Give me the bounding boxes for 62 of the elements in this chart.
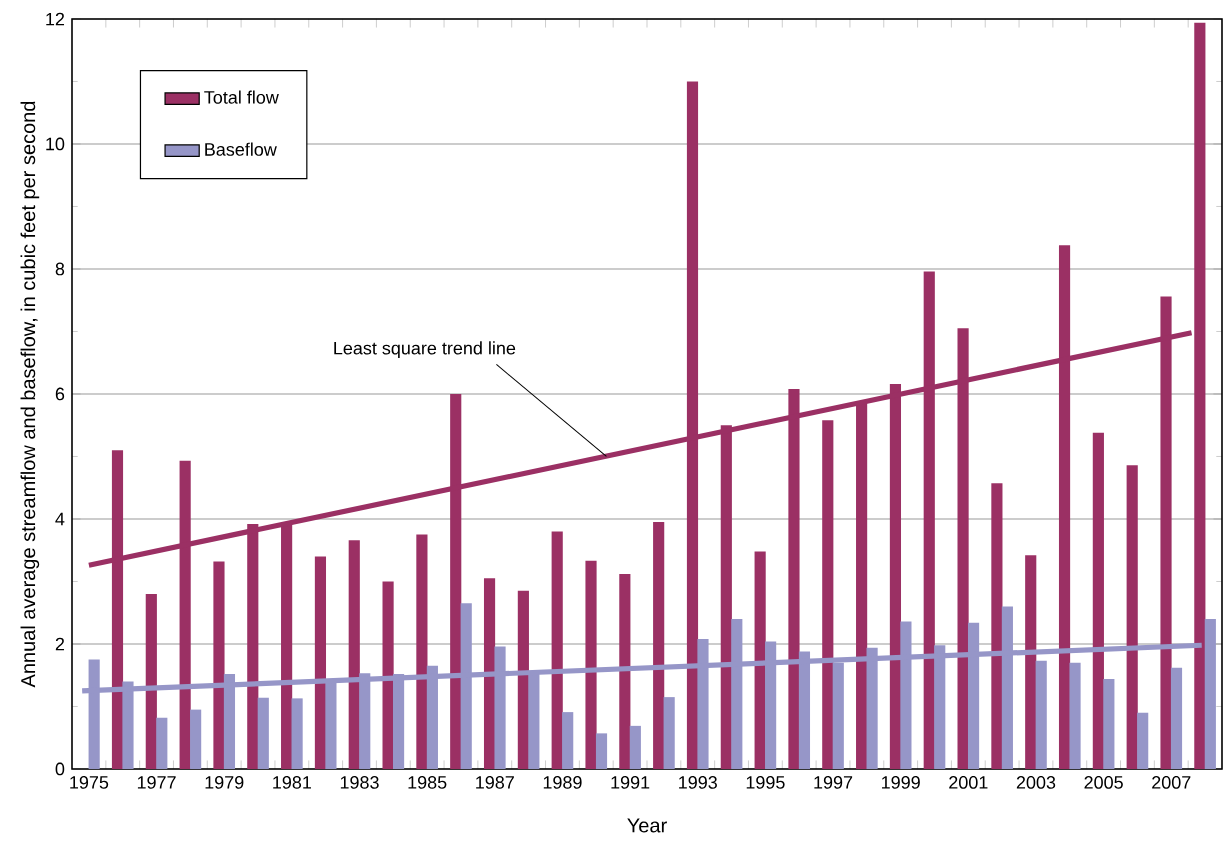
x-tick-label: 1995 bbox=[746, 776, 785, 789]
bar bbox=[1092, 432, 1104, 769]
x-tick-label: 2007 bbox=[1152, 776, 1191, 789]
bar bbox=[257, 697, 269, 769]
x-tick-label: 1991 bbox=[611, 776, 650, 789]
x-tick-label: 1987 bbox=[476, 776, 514, 789]
bar bbox=[595, 733, 608, 769]
bar bbox=[1069, 662, 1081, 769]
bar bbox=[663, 697, 675, 769]
annotation: Least square trend line bbox=[334, 341, 516, 359]
y-axis-title: Annual average streamflow and baseflow, in cubic feet per second bbox=[20, 101, 40, 688]
x-tick-label: 2001 bbox=[949, 776, 988, 789]
bar bbox=[1170, 667, 1183, 769]
y-tick-label: 0 bbox=[55, 762, 65, 776]
bar bbox=[1103, 678, 1115, 769]
y-tick-label: 12 bbox=[46, 12, 65, 26]
bar bbox=[822, 420, 834, 769]
bar bbox=[291, 698, 303, 769]
x-tick-label: 1997 bbox=[814, 776, 853, 789]
bar bbox=[382, 581, 394, 769]
bar bbox=[1025, 555, 1037, 769]
y-tick-label: 2 bbox=[55, 637, 65, 651]
bar bbox=[483, 578, 496, 769]
bar bbox=[348, 540, 360, 769]
x-tick-label: 2003 bbox=[1016, 776, 1056, 789]
x-tick-label: 1993 bbox=[679, 776, 717, 789]
x-tick-label: 1979 bbox=[205, 776, 244, 789]
bar bbox=[562, 712, 574, 769]
bar bbox=[1204, 618, 1216, 769]
bar bbox=[991, 483, 1003, 769]
bar bbox=[314, 556, 327, 769]
bar bbox=[517, 590, 529, 769]
bar bbox=[551, 531, 563, 769]
x-tick-label: 1977 bbox=[137, 776, 176, 789]
x-tick-label: 1985 bbox=[408, 776, 447, 789]
bar bbox=[754, 551, 766, 769]
bar bbox=[1035, 660, 1047, 769]
x-tick-label: 1989 bbox=[543, 776, 582, 789]
x-tick-label: 1981 bbox=[273, 776, 311, 789]
bar bbox=[653, 522, 665, 769]
bar bbox=[416, 534, 428, 769]
x-tick-label: 1975 bbox=[70, 776, 109, 789]
bar bbox=[190, 709, 202, 769]
bar bbox=[1137, 712, 1149, 769]
bar bbox=[1194, 22, 1206, 769]
y-tick-label: 8 bbox=[55, 262, 65, 276]
y-tick-label: 4 bbox=[55, 512, 65, 526]
bar bbox=[1126, 465, 1138, 769]
bar bbox=[213, 561, 225, 769]
bar bbox=[145, 593, 157, 769]
x-tick-label: 2005 bbox=[1084, 776, 1123, 789]
legend-label: Total flow bbox=[204, 90, 279, 104]
y-tick-label: 6 bbox=[55, 387, 65, 401]
bar bbox=[629, 725, 641, 769]
x-tick-label: 1999 bbox=[882, 776, 920, 789]
x-tick-label: 1983 bbox=[340, 776, 379, 789]
bar bbox=[156, 717, 168, 769]
bar bbox=[619, 573, 631, 769]
x-axis-title: Year bbox=[627, 818, 667, 833]
legend-label: Baseflow bbox=[205, 142, 277, 156]
bar bbox=[585, 560, 597, 769]
y-tick-label: 10 bbox=[46, 137, 65, 151]
